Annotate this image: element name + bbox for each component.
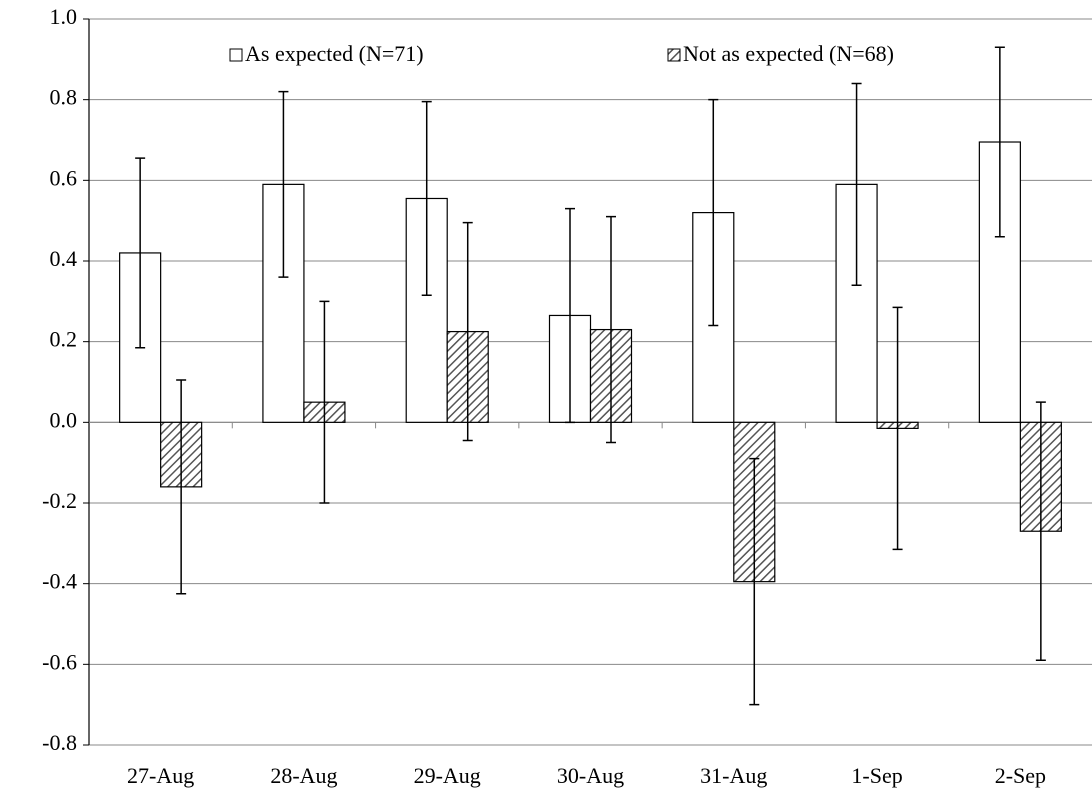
y-tick-label: -0.8 [42, 730, 77, 755]
error-bar [176, 379, 187, 595]
error-bar [749, 457, 760, 706]
y-tick-label: 0.4 [50, 246, 78, 271]
legend-swatch [229, 48, 243, 62]
error-bar [708, 98, 719, 327]
x-tick-label: 27-Aug [127, 763, 194, 788]
error-bar [278, 90, 289, 278]
x-tick-label: 1-Sep [851, 763, 902, 788]
y-tick-label: 0.8 [50, 85, 78, 110]
error-bar [319, 300, 330, 504]
y-tick-label: -0.2 [42, 488, 77, 513]
x-tick-label: 29-Aug [414, 763, 481, 788]
error-bar [994, 46, 1005, 238]
error-bar [1035, 401, 1046, 662]
error-bar [462, 221, 473, 442]
x-tick-label: 28-Aug [270, 763, 337, 788]
y-tick-label: -0.6 [42, 649, 77, 674]
x-tick-label: 2-Sep [995, 763, 1046, 788]
error-bar [851, 82, 862, 286]
x-tick-label: 31-Aug [700, 763, 767, 788]
x-tick-label: 30-Aug [557, 763, 624, 788]
y-tick-label: 0.0 [50, 407, 78, 432]
error-bar [606, 215, 616, 444]
y-tick-label: 0.6 [50, 165, 78, 190]
y-tick-label: 1.0 [50, 4, 78, 29]
error-bar [135, 157, 146, 349]
y-tick-label: 0.2 [50, 327, 78, 352]
y-tick-label: -0.4 [42, 569, 77, 594]
legend-label: Not as expected (N=68) [683, 41, 894, 66]
error-bar [892, 306, 903, 551]
legend-swatch [667, 48, 681, 62]
legend-label: As expected (N=71) [245, 41, 424, 66]
error-bar [421, 100, 432, 297]
error-bar [565, 207, 575, 424]
